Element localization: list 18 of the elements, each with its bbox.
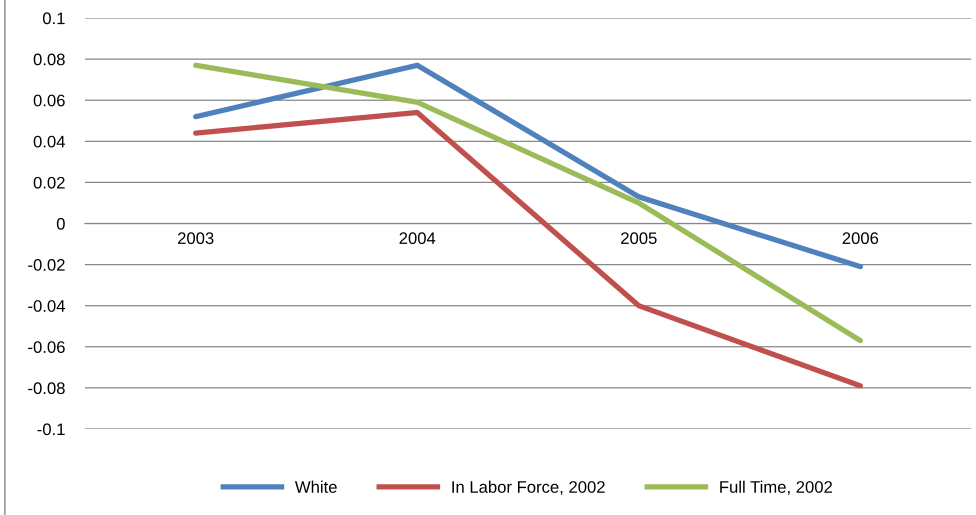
legend-label: White bbox=[294, 480, 337, 493]
x-tick-label: 2006 bbox=[842, 232, 878, 244]
y-tick-label: 0.1 bbox=[42, 12, 65, 24]
y-tick-label: -0.02 bbox=[28, 259, 65, 271]
y-tick-label: 0 bbox=[56, 218, 65, 230]
y-tick-label: 0.06 bbox=[34, 94, 65, 106]
y-tick-label: -0.06 bbox=[28, 341, 65, 354]
x-tick-label: 2005 bbox=[621, 232, 657, 244]
x-tick-label: 2004 bbox=[400, 232, 436, 244]
legend-label: Full Time, 2002 bbox=[720, 480, 832, 495]
y-tick-label: -0.08 bbox=[28, 382, 65, 394]
y-tick-label: -0.04 bbox=[28, 300, 65, 312]
y-tick-label: 0.08 bbox=[34, 54, 65, 66]
y-tick-label: -0.1 bbox=[37, 423, 65, 436]
legend-label: In Labor Force, 2002 bbox=[452, 480, 605, 495]
y-tick-label: 0.02 bbox=[34, 176, 65, 189]
y-tick-label: 0.04 bbox=[34, 136, 65, 148]
x-tick-label: 2003 bbox=[178, 232, 214, 244]
